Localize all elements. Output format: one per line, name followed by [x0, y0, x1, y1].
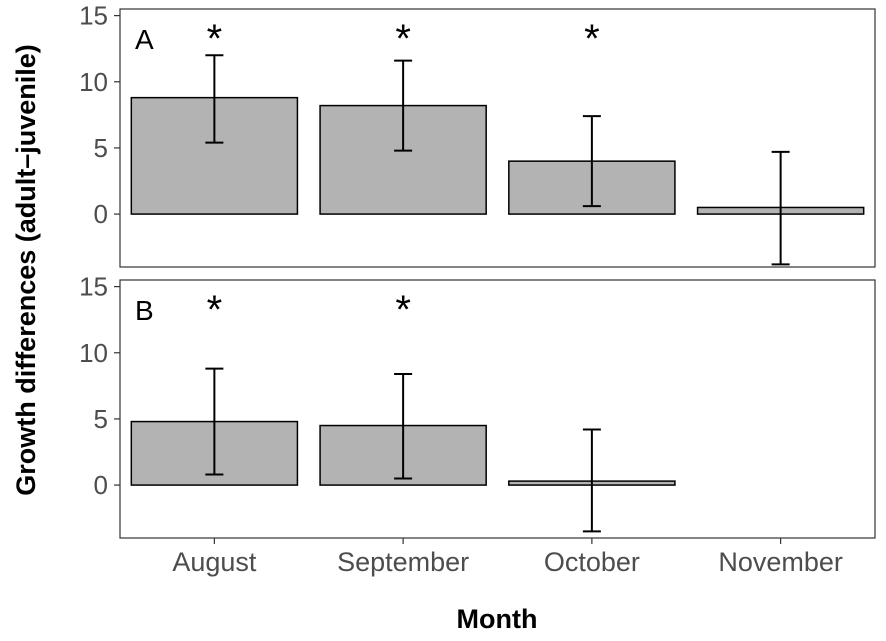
- panel-a-significance-star: *: [207, 17, 223, 61]
- panel-b-y-tick-label: 5: [94, 404, 108, 434]
- panel-b-frame: [119, 279, 876, 539]
- panel-a: 0 5 10 15 * * * A: [79, 1, 876, 268]
- panel-b-significance-star: *: [395, 288, 411, 332]
- panel-a-significance-star: *: [395, 17, 411, 61]
- x-axis-title: Month: [457, 604, 538, 634]
- x-tick-label-september: September: [337, 547, 469, 577]
- panel-a-y-tick-label: 0: [94, 199, 108, 229]
- panel-b-label: B: [135, 295, 154, 326]
- panel-b-y-tick-label: 10: [79, 338, 108, 368]
- panel-a-y-tick-label: 15: [79, 1, 108, 31]
- panel-a-y-tick-label: 10: [79, 67, 108, 97]
- panel-b: 0 5 10 15 * * B: [79, 272, 876, 539]
- y-axis-title: Growth differences (adult–juvenile): [11, 44, 41, 496]
- panel-b-significance-star: *: [207, 288, 223, 332]
- x-tick-label-august: August: [172, 547, 257, 577]
- x-tick-label-october: October: [544, 547, 640, 577]
- x-tick-label-november: November: [718, 547, 843, 577]
- panel-b-y-tick-label: 0: [94, 470, 108, 500]
- panel-a-label: A: [135, 24, 154, 55]
- x-axis: August September October November: [172, 538, 843, 577]
- panel-b-y-tick-label: 15: [79, 272, 108, 302]
- panel-a-y-tick-label: 5: [94, 133, 108, 163]
- panel-a-significance-star: *: [584, 17, 600, 61]
